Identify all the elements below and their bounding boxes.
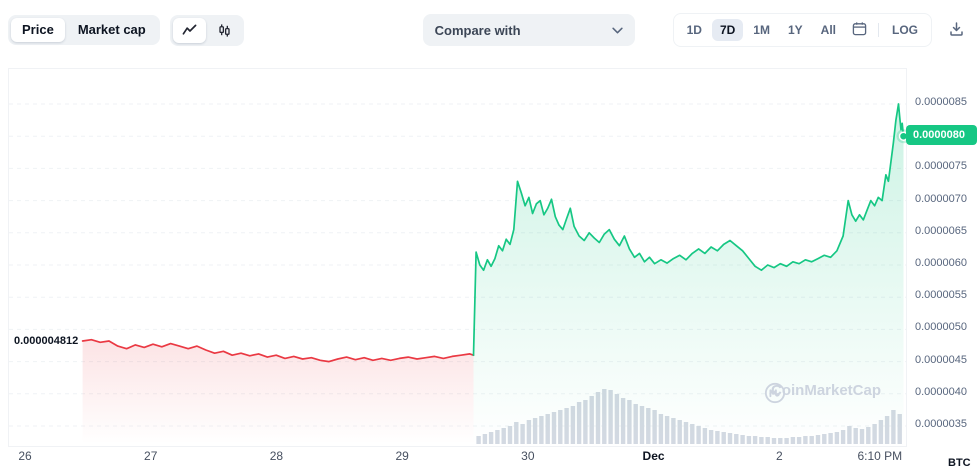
log-scale-button[interactable]: LOG xyxy=(884,19,926,41)
compare-with-dropdown[interactable]: Compare with xyxy=(422,14,635,46)
x-tick-label: 27 xyxy=(144,449,158,463)
x-tick-label: 2 xyxy=(775,449,783,463)
x-tick-label: 28 xyxy=(269,449,284,463)
range-1d-button[interactable]: 1D xyxy=(679,19,710,41)
range-1y-button[interactable]: 1Y xyxy=(780,19,811,41)
range-7d-button[interactable]: 7D xyxy=(711,19,744,41)
x-tick-label: Dec xyxy=(642,449,665,463)
line-chart-icon xyxy=(182,23,197,38)
range-1m-button[interactable]: 1M xyxy=(745,19,778,41)
y-tick-label: 0.0000065 xyxy=(915,224,967,237)
y-tick-label: 0.0000050 xyxy=(915,321,967,334)
compare-with-label: Compare with xyxy=(434,22,521,38)
candlestick-chart-type-button[interactable] xyxy=(208,18,241,43)
y-tick-label: 0.0000070 xyxy=(915,192,967,205)
price-chart-plot-area[interactable]: CoinMarketCap xyxy=(8,68,907,447)
chart-type-toggle xyxy=(169,14,244,46)
chart-toolbar: Price Market cap Compare with 1D 7D 1M xyxy=(8,13,969,47)
y-tick-label: 0.0000055 xyxy=(915,289,967,302)
price-tab[interactable]: Price xyxy=(11,18,65,42)
chevron-down-icon xyxy=(611,27,623,34)
x-tick-label: 30 xyxy=(521,449,535,463)
y-tick-label: 0.0000040 xyxy=(915,385,967,398)
candlestick-icon xyxy=(217,23,232,38)
download-icon xyxy=(948,21,965,40)
y-tick-label: 0.0000060 xyxy=(915,257,967,269)
x-tick-label: 6:10 PM xyxy=(857,449,903,463)
axis-unit-label: BTC xyxy=(948,457,971,469)
y-tick-label: 0.0000085 xyxy=(915,96,967,108)
price-line-chart xyxy=(9,103,906,444)
calendar-icon xyxy=(852,21,867,39)
current-price-badge: 0.0000080 xyxy=(906,125,977,146)
x-tick-label: 26 xyxy=(18,449,32,463)
range-all-button[interactable]: All xyxy=(813,19,844,41)
price-marketcap-toggle: Price Market cap xyxy=(8,15,160,45)
y-tick-label: 0.0000045 xyxy=(915,353,967,366)
watermark-text: CoinMarketCap xyxy=(771,382,882,399)
line-chart-type-button[interactable] xyxy=(172,17,206,43)
y-tick-label: 0.0000075 xyxy=(915,160,967,173)
calendar-button[interactable] xyxy=(846,17,873,43)
x-tick-label: 29 xyxy=(395,449,409,463)
download-button[interactable] xyxy=(944,17,969,44)
y-tick-label: 0.0000080 xyxy=(915,128,967,141)
y-tick-label: 0.0000035 xyxy=(915,418,967,430)
coinmarketcap-watermark: CoinMarketCap xyxy=(764,382,882,404)
market-cap-tab[interactable]: Market cap xyxy=(67,18,157,42)
toolbar-divider xyxy=(878,23,879,37)
range-selector: 1D 7D 1M 1Y All LOG xyxy=(672,13,932,47)
